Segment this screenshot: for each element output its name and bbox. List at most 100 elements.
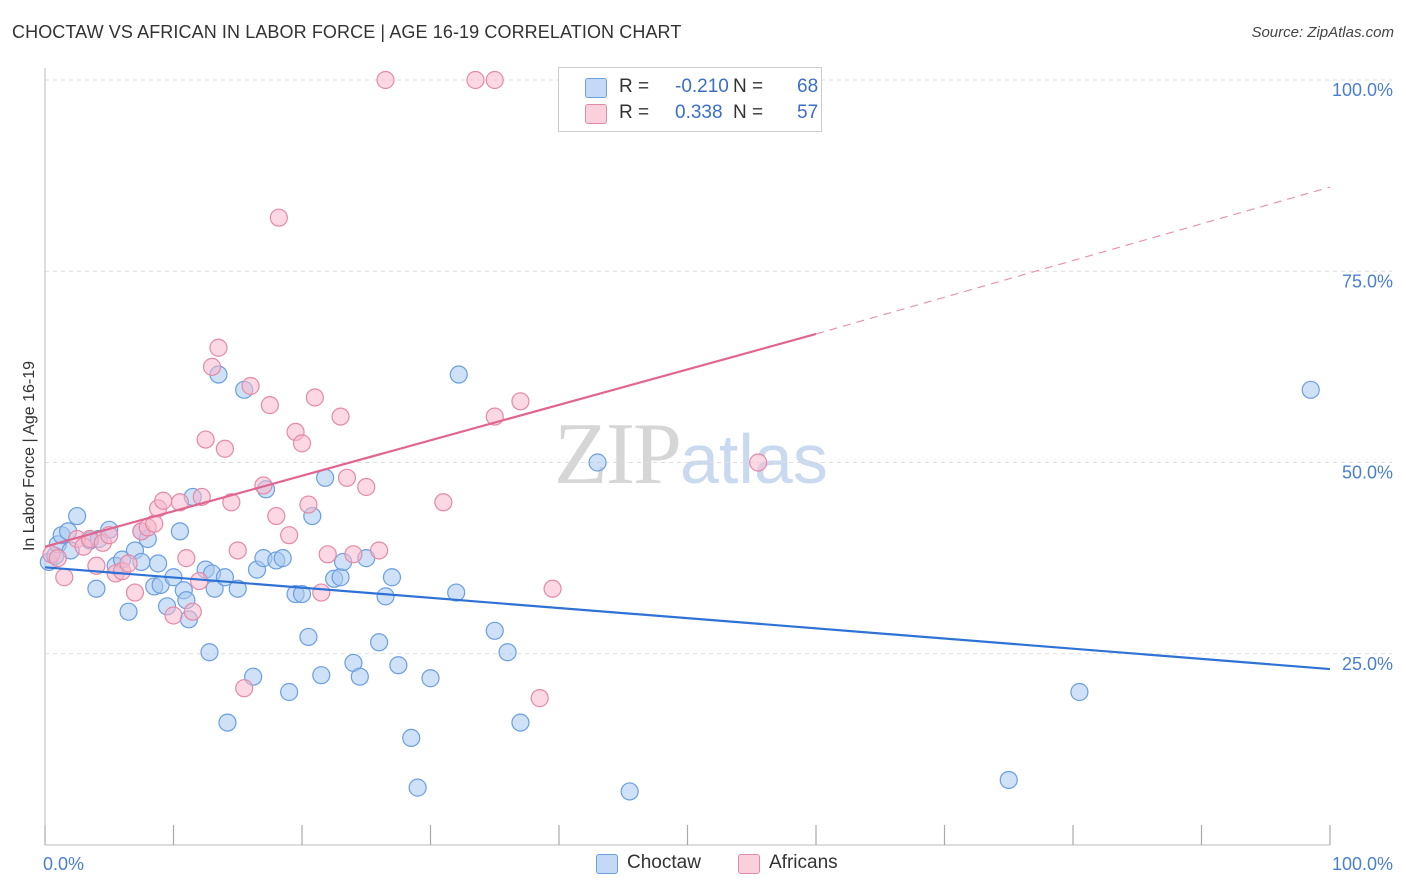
point-africans: [511, 392, 530, 411]
point-africans: [125, 583, 145, 602]
point-africans: [202, 357, 222, 376]
legend-swatch-africans: [585, 104, 607, 124]
trendline-africans: [44, 332, 817, 548]
point-africans: [357, 477, 376, 497]
x-tick-label: 0.0%: [43, 854, 84, 874]
point-choctaw: [148, 554, 168, 573]
point-africans: [196, 430, 215, 449]
point-africans: [260, 396, 279, 415]
point-africans: [164, 606, 183, 625]
point-choctaw: [170, 522, 190, 541]
y-tick-label: 75.0%: [1342, 271, 1393, 291]
point-choctaw: [382, 568, 402, 587]
point-choctaw: [376, 587, 395, 606]
point-africans: [292, 434, 312, 453]
point-africans: [434, 493, 453, 512]
point-africans: [48, 549, 67, 568]
point-africans: [154, 491, 173, 510]
point-choctaw: [1070, 682, 1089, 702]
legend-label-africans: Africans: [769, 852, 838, 873]
y-tick-label: 50.0%: [1342, 463, 1393, 483]
point-choctaw: [200, 643, 219, 662]
point-choctaw: [273, 549, 292, 568]
legend-r-value: 0.338: [675, 102, 723, 123]
trendline-extension-africans: [815, 186, 1331, 335]
trendline-choctaw: [44, 566, 1331, 671]
point-africans: [337, 468, 357, 487]
source-label: Source: ZipAtlas.com: [1251, 24, 1394, 41]
point-africans: [312, 583, 331, 602]
point-africans: [177, 549, 196, 568]
point-choctaw: [447, 583, 466, 602]
point-choctaw: [370, 633, 389, 652]
point-africans: [269, 208, 288, 227]
point-choctaw: [999, 770, 1018, 790]
point-africans: [119, 554, 138, 573]
point-africans: [55, 568, 74, 587]
point-africans: [543, 579, 562, 598]
point-africans: [280, 526, 299, 545]
point-africans: [228, 541, 247, 560]
point-choctaw: [1301, 380, 1320, 399]
point-choctaw: [389, 656, 408, 675]
x-tick-label: 100.0%: [1332, 854, 1393, 874]
point-choctaw: [292, 584, 312, 604]
y-tick-label: 100.0%: [1332, 80, 1393, 100]
legend-swatch-africans: [738, 854, 760, 874]
legend-r-value: -0.210: [675, 76, 729, 97]
point-africans: [235, 679, 254, 698]
point-africans: [267, 506, 286, 526]
point-choctaw: [498, 643, 517, 662]
legend-n-label: N =: [733, 76, 764, 97]
point-choctaw: [218, 713, 237, 732]
point-africans: [466, 70, 485, 90]
legend-n-value: 57: [797, 102, 819, 123]
correlation-legend: R = -0.210 N = 68 R = 0.338 N = 57: [558, 67, 822, 132]
legend-r-label: R =: [619, 102, 650, 123]
chart-title: CHOCTAW VS AFRICAN IN LABOR FORCE | AGE …: [12, 22, 682, 42]
point-choctaw: [588, 453, 607, 472]
point-africans: [485, 70, 504, 90]
point-choctaw: [408, 778, 427, 797]
point-choctaw: [312, 666, 331, 685]
watermark-zip: ZIP: [554, 406, 682, 503]
point-africans: [344, 545, 363, 564]
point-choctaw: [620, 782, 639, 801]
point-choctaw: [280, 682, 299, 702]
point-africans: [331, 407, 350, 426]
point-choctaw: [68, 506, 87, 526]
legend-r-label: R =: [619, 76, 650, 97]
point-choctaw: [228, 579, 247, 598]
point-africans: [222, 493, 241, 512]
point-africans: [376, 70, 395, 90]
point-africans: [241, 376, 260, 396]
point-choctaw: [485, 621, 504, 640]
legend-n-value: 68: [797, 76, 819, 97]
point-africans: [215, 439, 234, 458]
point-africans: [530, 689, 549, 708]
point-choctaw: [402, 728, 421, 748]
point-choctaw: [119, 602, 138, 621]
legend-label-choctaw: Choctaw: [627, 852, 701, 873]
point-choctaw: [449, 365, 468, 384]
point-africans: [170, 493, 190, 512]
legend-n-label: N =: [733, 102, 764, 123]
legend-swatch-choctaw: [596, 854, 618, 874]
y-tick-label: 25.0%: [1342, 654, 1393, 674]
point-africans: [318, 545, 337, 564]
point-africans: [299, 495, 318, 514]
point-choctaw: [421, 669, 440, 688]
point-choctaw: [511, 713, 530, 732]
point-africans: [370, 541, 389, 560]
point-choctaw: [299, 627, 318, 647]
point-choctaw: [331, 568, 350, 587]
legend-swatch-choctaw: [585, 78, 607, 98]
point-africans: [305, 388, 324, 407]
watermark: ZIPatlas: [554, 402, 828, 505]
point-choctaw: [350, 667, 369, 686]
point-africans: [749, 453, 768, 472]
point-choctaw: [87, 579, 106, 598]
point-africans: [209, 338, 228, 357]
point-africans: [183, 602, 202, 621]
